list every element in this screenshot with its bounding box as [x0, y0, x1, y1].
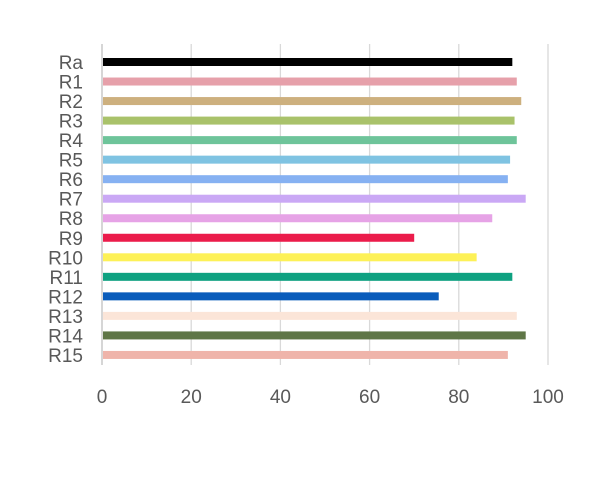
bar-r15 [103, 350, 508, 359]
category-label-r7: R7 [59, 190, 83, 211]
category-label-r3: R3 [59, 112, 83, 133]
category-label-r12: R12 [48, 287, 83, 308]
x-tick-label-60: 60 [359, 387, 380, 408]
category-label-r5: R5 [59, 151, 83, 172]
bar-r8 [103, 214, 493, 223]
bars [103, 58, 526, 359]
bar-r5 [103, 155, 511, 164]
bar-r13 [103, 311, 517, 320]
x-tick-label-40: 40 [270, 387, 291, 408]
bar-r2 [103, 97, 522, 106]
bar-r3 [103, 116, 515, 125]
bar-ra [103, 58, 513, 66]
bar-r4 [103, 136, 517, 145]
x-tick-label-0: 0 [97, 387, 108, 408]
bar-r14 [103, 331, 526, 340]
category-label-r1: R1 [59, 73, 83, 94]
category-label-r15: R15 [48, 346, 83, 367]
x-tick-labels: 0 20 40 60 80 100 [97, 387, 564, 408]
bar-r7 [103, 194, 526, 203]
bar-r11 [103, 272, 513, 281]
bar-r10 [103, 253, 477, 262]
x-tick-label-100: 100 [532, 387, 564, 408]
bar-r1 [103, 77, 517, 86]
category-label-r11: R11 [50, 268, 83, 289]
bar-r9 [103, 233, 415, 242]
bar-r6 [103, 175, 508, 184]
category-label-r8: R8 [59, 209, 83, 230]
category-label-r10: R10 [48, 248, 83, 269]
category-label-r14: R14 [48, 326, 83, 347]
category-label-r9: R9 [59, 229, 83, 250]
category-label-ra: Ra [59, 53, 84, 74]
x-tick-label-80: 80 [448, 387, 469, 408]
bar-r12 [103, 292, 439, 301]
x-tick-label-20: 20 [181, 387, 202, 408]
category-label-r2: R2 [59, 92, 83, 113]
category-label-r4: R4 [59, 131, 84, 152]
category-label-r6: R6 [59, 170, 83, 191]
category-label-r13: R13 [48, 307, 83, 328]
